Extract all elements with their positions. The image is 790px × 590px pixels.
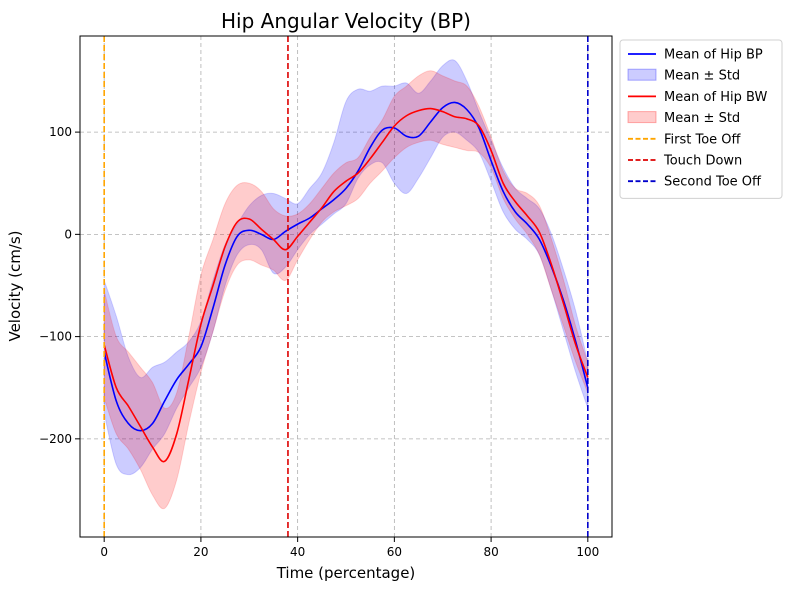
legend-swatch (627, 111, 657, 124)
legend-item: Second Toe Off (628, 175, 762, 190)
y-ticks: −200 −100 0 100 (39, 125, 80, 446)
legend-label: Second Toe Off (664, 175, 762, 190)
legend-swatch (627, 68, 657, 81)
x-tick-label: 0 (100, 545, 108, 559)
legend-item: Mean of Hip BP (628, 48, 763, 63)
y-axis-label: Velocity (cm/s) (6, 230, 24, 341)
legend: Mean of Hip BP Mean ± Std Mean of Hip BW Me… (619, 39, 783, 199)
series-bands (103, 59, 589, 510)
legend-label: Mean of Hip BP (664, 48, 763, 63)
legend-item: Mean ± Std (627, 111, 740, 126)
y-tick-label: 0 (64, 227, 72, 241)
x-tick-label: 20 (193, 545, 208, 559)
x-tick-label: 100 (576, 545, 599, 559)
legend-label: Mean of Hip BW (664, 90, 767, 105)
y-tick-label: 100 (49, 125, 72, 139)
legend-item: Mean ± Std (627, 68, 740, 84)
legend-label: Mean ± Std (664, 69, 740, 84)
legend-box (619, 39, 783, 199)
mean-line-2 (103, 107, 589, 463)
legend-item: Mean of Hip BW (628, 90, 767, 105)
y-grid (80, 131, 612, 440)
legend-item: Touch Down (628, 154, 742, 169)
vertical-markers (103, 36, 589, 537)
x-tick-label: 60 (387, 545, 402, 559)
chart-title: Hip Angular Velocity (BP) (221, 9, 471, 33)
legend-label: Touch Down (663, 154, 742, 169)
x-tick-label: 40 (290, 545, 305, 559)
x-tick-label: 80 (483, 545, 498, 559)
series-lines (103, 101, 589, 463)
mean-line-1 (103, 101, 589, 432)
plot-frame (79, 35, 613, 538)
x-axis-label: Time (percentage) (276, 564, 416, 582)
legend-item: First Toe Off (628, 132, 742, 147)
legend-label: First Toe Off (664, 132, 742, 147)
y-tick-label: −200 (39, 432, 72, 446)
y-tick-label: −100 (39, 330, 72, 344)
x-ticks: 0 20 40 60 80 100 (100, 537, 599, 559)
legend-label: Mean ± Std (664, 111, 740, 126)
